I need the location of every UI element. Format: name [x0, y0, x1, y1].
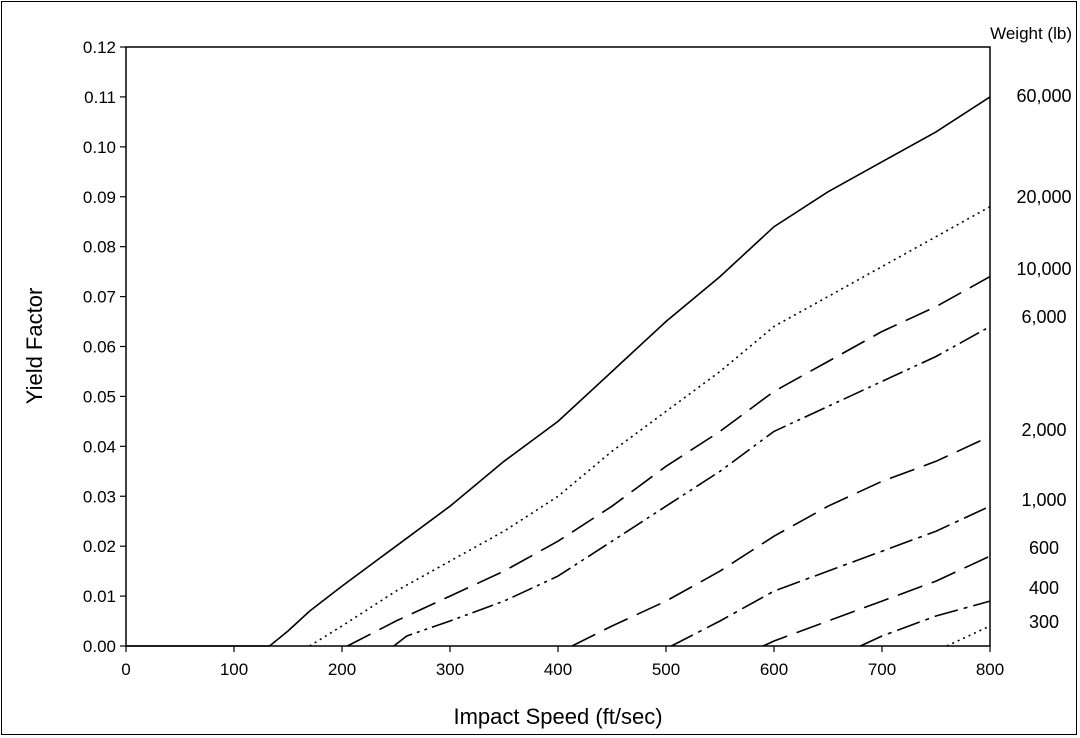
x-tick-label: 500	[652, 660, 680, 679]
x-tick-label: 800	[976, 660, 1004, 679]
series-label: 400	[1029, 578, 1059, 598]
series-line-600	[762, 555, 991, 647]
y-tick-label: 0.07	[83, 288, 116, 307]
x-tick-label: 700	[868, 660, 896, 679]
series-line-2000	[571, 435, 991, 647]
x-tick-label: 300	[436, 660, 464, 679]
x-tick-label: 600	[760, 660, 788, 679]
series-line-6000	[393, 325, 991, 647]
x-tick-label: 0	[121, 660, 130, 679]
y-tick-label: 0.09	[83, 188, 116, 207]
x-tick-label: 400	[544, 660, 572, 679]
series-label: 60,000	[1016, 86, 1071, 106]
series-line-10000	[347, 275, 991, 647]
y-axis-title: Yield Factor	[22, 288, 47, 405]
y-tick-label: 0.03	[83, 487, 116, 506]
x-tick-label: 100	[220, 660, 248, 679]
plot-area	[125, 46, 991, 647]
y-tick-label: 0.11	[84, 88, 116, 107]
series-line-400	[860, 600, 991, 647]
x-axis-title: Impact Speed (ft/sec)	[453, 704, 662, 729]
legend-title: Weight (lb)	[990, 24, 1072, 43]
series-label: 6,000	[1021, 307, 1066, 327]
series-line-60000	[126, 96, 991, 647]
x-tick-label: 200	[328, 660, 356, 679]
y-tick-label: 0.04	[83, 437, 116, 456]
series-label: 20,000	[1016, 187, 1071, 207]
series-line-1000	[671, 505, 991, 647]
y-tick-label: 0.10	[83, 138, 116, 157]
series-label: 600	[1029, 538, 1059, 558]
series-labels: 60,000 20,000 10,000 6,000 2,000 1,000 600 400 3…	[1016, 86, 1071, 632]
y-tick-label: 0.12	[83, 38, 116, 57]
series-lines	[126, 96, 991, 647]
series-line-300	[946, 625, 991, 647]
y-tick-label: 0.05	[83, 387, 116, 406]
series-label: 1,000	[1021, 490, 1066, 510]
y-tick-label: 0.06	[83, 338, 116, 357]
y-axis: 0.00 0.01 0.02 0.03 0.04 0.05 0.06 0.07 0.08 0.09…	[83, 38, 126, 656]
series-label: 10,000	[1016, 259, 1071, 279]
series-label: 2,000	[1021, 420, 1066, 440]
series-label: 300	[1029, 612, 1059, 632]
x-axis: 0 100 200 300 400 500 600 700 800	[121, 646, 1004, 679]
series-line-20000	[309, 206, 991, 647]
y-tick-label: 0.02	[83, 537, 116, 556]
y-tick-label: 0.08	[83, 238, 116, 257]
y-tick-label: 0.01	[83, 587, 116, 606]
y-tick-label: 0.00	[83, 637, 116, 656]
